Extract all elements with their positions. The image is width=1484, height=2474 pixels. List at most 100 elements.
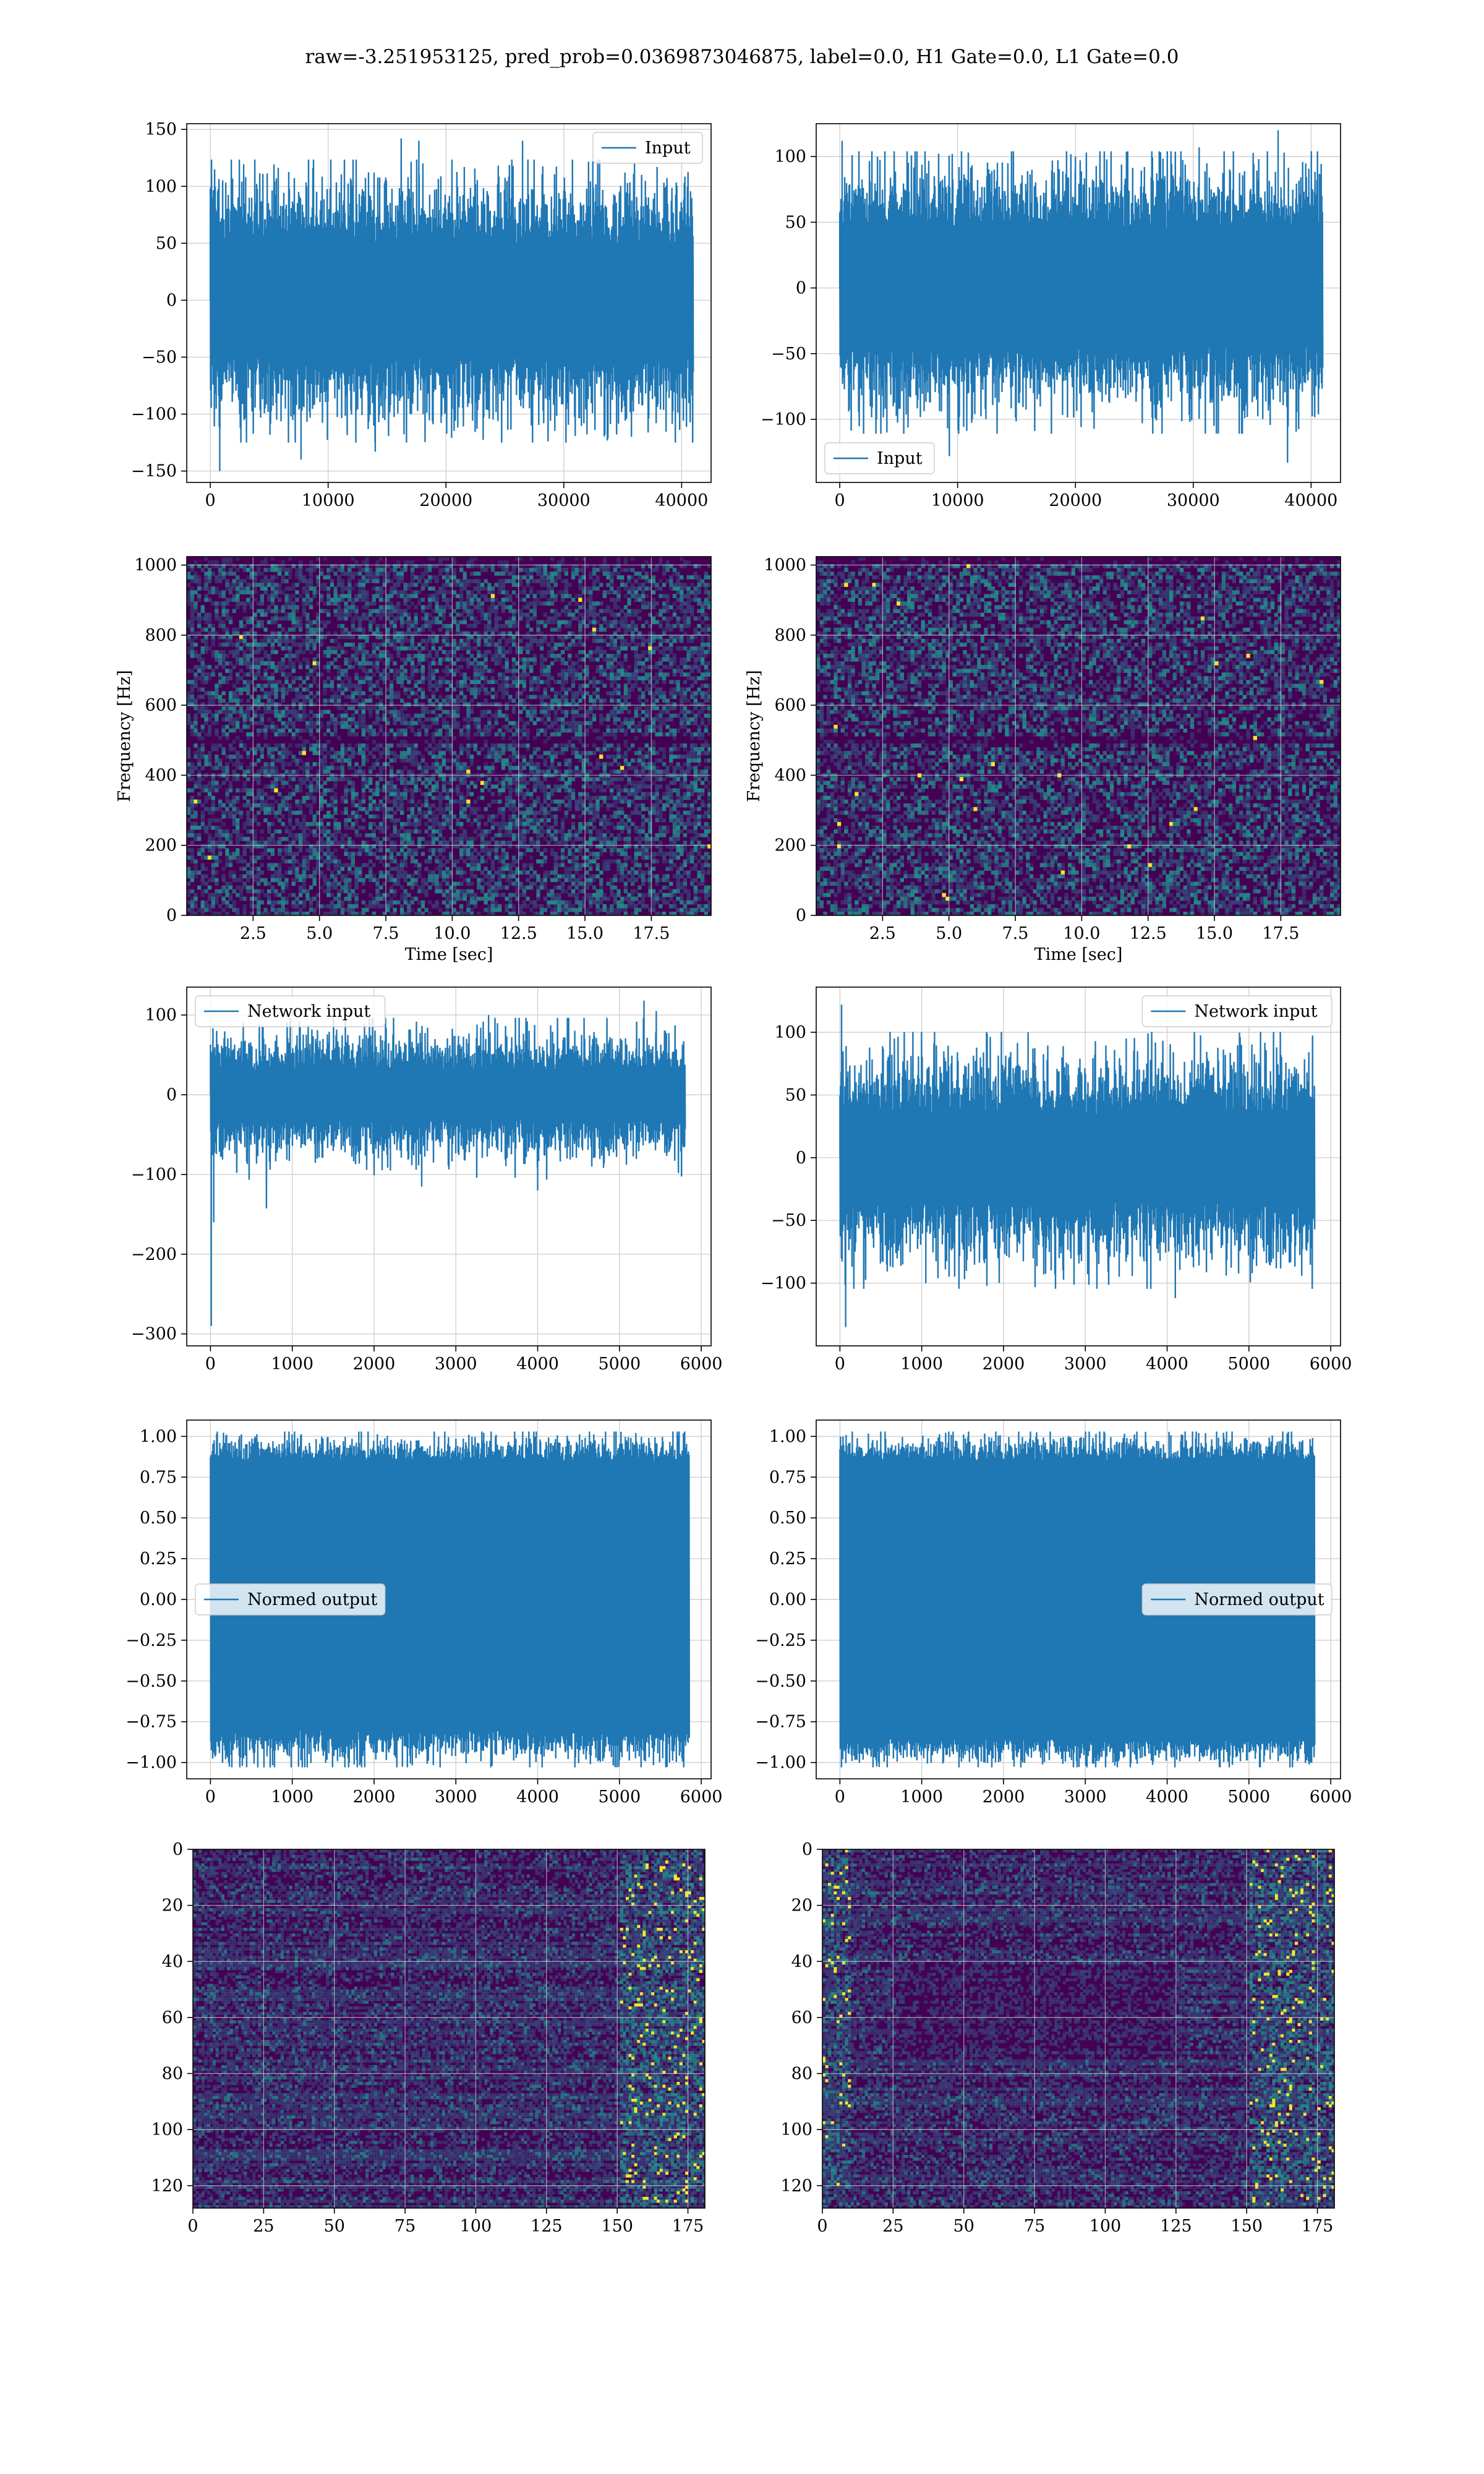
x-axis-label: Time [sec] — [405, 945, 493, 964]
y-tick-label: −1.00 — [126, 1753, 177, 1773]
y-tick-label: 0.75 — [140, 1468, 177, 1487]
y-tick-label: 600 — [145, 696, 177, 715]
y-tick-label: −100 — [131, 405, 177, 424]
x-tick-label: 5000 — [598, 1787, 641, 1807]
x-tick-label: 7.5 — [373, 924, 399, 943]
x-tick-label: 0 — [205, 1787, 216, 1807]
x-tick-label: 5000 — [598, 1355, 641, 1374]
panel-features-h1: 0 25 50 75 100 125 150 175 0 20 40 60 80 100 120 — [151, 1840, 706, 2236]
y-tick-label: 400 — [774, 766, 806, 785]
y-tick-label: 20 — [791, 1896, 812, 1915]
y-tick-label: −50 — [142, 348, 177, 367]
x-tick-label: 0 — [205, 1355, 216, 1374]
x-tick-label: 25 — [253, 2217, 274, 2236]
x-tick-label: 4000 — [516, 1787, 559, 1807]
x-tick-label: 0 — [835, 491, 845, 510]
y-tick-label: 0.50 — [769, 1509, 806, 1528]
x-tick-label: 175 — [1302, 2217, 1334, 2236]
x-tick-label: 4000 — [1146, 1355, 1188, 1374]
y-tick-label: 60 — [162, 2008, 183, 2027]
x-tick-label: 6000 — [1310, 1787, 1352, 1807]
tick-labels: 0 1000 2000 3000 4000 5000 6000 −100 −50 0 50 100 — [761, 1023, 1352, 1374]
x-tick-label: 10000 — [931, 491, 984, 510]
x-tick-label: 2000 — [353, 1355, 396, 1374]
x-axis-label: Time [sec] — [1034, 945, 1123, 964]
legend-label: Input — [645, 139, 691, 158]
series-line — [210, 1431, 690, 1768]
axes-frame — [186, 556, 712, 916]
y-tick-label: 50 — [785, 213, 806, 232]
y-tick-label: −0.50 — [126, 1672, 177, 1691]
y-tick-label: 0 — [796, 279, 806, 298]
x-tick-label: 125 — [1160, 2217, 1192, 2236]
tick-labels: 0 25 50 75 100 125 150 175 0 20 40 60 80 100 120 — [151, 1840, 704, 2236]
x-tick-label: 4000 — [516, 1355, 559, 1374]
x-tick-label: 5.0 — [936, 924, 962, 943]
y-tick-label: −100 — [761, 1274, 806, 1293]
axes-frame — [192, 1849, 706, 2209]
y-tick-label: −1.00 — [755, 1753, 806, 1773]
series-line — [210, 1017, 686, 1209]
x-tick-label: 12.5 — [1130, 924, 1167, 943]
x-tick-label: 3000 — [435, 1355, 477, 1374]
x-tick-label: 10.0 — [433, 924, 471, 943]
x-tick-label: 15.0 — [1196, 924, 1233, 943]
x-tick-label: 1000 — [900, 1355, 943, 1374]
y-tick-label: 1000 — [134, 556, 177, 575]
y-tick-label: 120 — [151, 2177, 183, 2196]
x-tick-label: 0 — [835, 1787, 845, 1807]
series-line — [838, 151, 1324, 434]
x-tick-label: 5.0 — [306, 924, 333, 943]
tick-labels: 0 25 50 75 100 125 150 175 0 20 40 60 80 100 120 — [780, 1840, 1333, 2236]
tick-labels: 0 1000 2000 3000 4000 5000 6000 −1.00 −0.75 −0.50… — [126, 1427, 722, 1807]
x-tick-label: 150 — [1230, 2217, 1263, 2236]
y-tick-label: 40 — [162, 1952, 183, 1971]
tick-labels: 0 10000 20000 30000 40000 −150 −100 −50 0 50 100 15… — [131, 120, 708, 510]
y-tick-label: 1000 — [764, 556, 806, 575]
y-tick-label: 0 — [166, 906, 177, 925]
y-tick-label: 0 — [166, 291, 177, 310]
tick-labels: 0 1000 2000 3000 4000 5000 6000 −300 −200 −100 0 10… — [131, 1006, 723, 1374]
y-tick-label: 0 — [796, 906, 806, 925]
y-tick-label: −0.75 — [126, 1713, 177, 1732]
x-tick-label: 50 — [953, 2217, 974, 2236]
panel-network-input-l1: 0 1000 2000 3000 4000 5000 6000 −100 −50 0 50 100 Ne… — [761, 987, 1352, 1374]
y-tick-label: 0.25 — [769, 1549, 806, 1569]
x-tick-label: 75 — [1024, 2217, 1045, 2236]
y-tick-label: 0.50 — [140, 1509, 177, 1528]
x-tick-label: 0 — [835, 1355, 845, 1374]
y-tick-label: 80 — [791, 2065, 812, 2084]
x-tick-label: 40000 — [1284, 491, 1337, 510]
y-tick-label: −100 — [131, 1165, 177, 1184]
series-line — [839, 1431, 1316, 1768]
panel-input-l1: 0 10000 20000 30000 40000 −100 −50 0 50 100 Input — [761, 123, 1341, 510]
y-tick-label: 0 — [796, 1149, 806, 1168]
tick-labels: 2.5 5.0 7.5 10.0 12.5 15.0 17.5 0 200 400 600 800 10… — [764, 556, 1299, 943]
x-tick-label: 3000 — [435, 1787, 477, 1807]
y-tick-label: −0.50 — [755, 1672, 806, 1691]
y-tick-label: 0.75 — [769, 1468, 806, 1487]
y-tick-label: −0.25 — [126, 1631, 177, 1650]
y-tick-label: 400 — [145, 766, 177, 785]
x-tick-label: 50 — [324, 2217, 345, 2236]
grid — [187, 557, 711, 916]
x-tick-label: 5000 — [1227, 1355, 1270, 1374]
x-tick-label: 3000 — [1064, 1787, 1107, 1807]
y-tick-label: −0.75 — [755, 1713, 806, 1732]
axes-frame — [822, 1849, 1335, 2209]
legend-label: Normed output — [247, 1590, 377, 1609]
y-tick-label: 100 — [145, 177, 177, 196]
x-tick-label: 30000 — [1167, 491, 1220, 510]
legend: Input — [592, 132, 703, 164]
y-tick-label: 50 — [785, 1085, 806, 1105]
x-tick-label: 2.5 — [869, 924, 896, 943]
y-tick-label: 0 — [173, 1840, 183, 1859]
y-tick-label: 0.00 — [769, 1590, 806, 1609]
x-tick-label: 6000 — [1310, 1355, 1352, 1374]
panel-spectrogram-h1: 2.5 5.0 7.5 10.0 12.5 15.0 17.5 0 200 400 600 800 10… — [115, 556, 712, 964]
axes-frame — [816, 987, 1341, 1346]
y-tick-label: 100 — [151, 2120, 183, 2139]
heatmap-cells — [187, 557, 711, 915]
x-tick-label: 4000 — [1146, 1787, 1188, 1807]
